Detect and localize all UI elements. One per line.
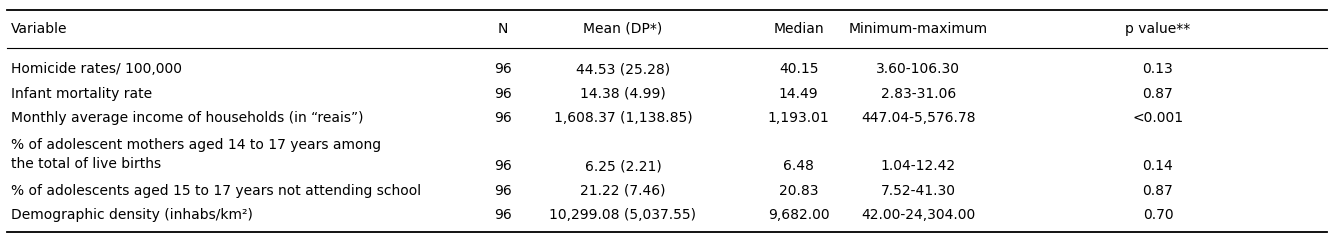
Text: 1.04-12.42: 1.04-12.42 — [881, 159, 956, 174]
Text: 96: 96 — [494, 184, 512, 198]
Text: % of adolescent mothers aged 14 to 17 years among
the total of live births: % of adolescent mothers aged 14 to 17 ye… — [11, 138, 381, 170]
Text: N: N — [498, 22, 508, 36]
Text: 6.25 (2.21): 6.25 (2.21) — [584, 159, 662, 174]
Text: 1,608.37 (1,138.85): 1,608.37 (1,138.85) — [554, 111, 692, 125]
Text: 10,299.08 (5,037.55): 10,299.08 (5,037.55) — [550, 208, 696, 222]
Text: Minimum-maximum: Minimum-maximum — [849, 22, 988, 36]
Text: 42.00-24,304.00: 42.00-24,304.00 — [861, 208, 976, 222]
Text: 44.53 (25.28): 44.53 (25.28) — [576, 62, 669, 76]
Text: 96: 96 — [494, 62, 512, 76]
Text: p value**: p value** — [1125, 22, 1191, 36]
Text: 447.04-5,576.78: 447.04-5,576.78 — [861, 111, 976, 125]
Text: 3.60-106.30: 3.60-106.30 — [876, 62, 961, 76]
Text: Homicide rates/ 100,000: Homicide rates/ 100,000 — [11, 62, 181, 76]
Text: 20.83: 20.83 — [779, 184, 819, 198]
Text: 96: 96 — [494, 87, 512, 101]
Text: 7.52-41.30: 7.52-41.30 — [881, 184, 956, 198]
Text: Monthly average income of households (in “reais”): Monthly average income of households (in… — [11, 111, 363, 125]
Text: 0.13: 0.13 — [1142, 62, 1174, 76]
Text: Infant mortality rate: Infant mortality rate — [11, 87, 152, 101]
Text: <0.001: <0.001 — [1133, 111, 1183, 125]
Text: % of adolescents aged 15 to 17 years not attending school: % of adolescents aged 15 to 17 years not… — [11, 184, 421, 198]
Text: 96: 96 — [494, 111, 512, 125]
Text: Demographic density (inhabs/km²): Demographic density (inhabs/km²) — [11, 208, 253, 222]
Text: 0.70: 0.70 — [1142, 208, 1174, 222]
Text: 14.49: 14.49 — [779, 87, 819, 101]
Text: Median: Median — [773, 22, 824, 36]
Text: 6.48: 6.48 — [783, 159, 815, 174]
Text: Mean (DP*): Mean (DP*) — [583, 22, 663, 36]
Text: 14.38 (4.99): 14.38 (4.99) — [580, 87, 666, 101]
Text: 9,682.00: 9,682.00 — [768, 208, 829, 222]
Text: 40.15: 40.15 — [779, 62, 819, 76]
Text: 0.87: 0.87 — [1142, 184, 1174, 198]
Text: 1,193.01: 1,193.01 — [768, 111, 829, 125]
Text: 2.83-31.06: 2.83-31.06 — [881, 87, 956, 101]
Text: Variable: Variable — [11, 22, 67, 36]
Text: 96: 96 — [494, 208, 512, 222]
Text: 96: 96 — [494, 159, 512, 174]
Text: 0.87: 0.87 — [1142, 87, 1174, 101]
Text: 0.14: 0.14 — [1142, 159, 1174, 174]
Text: 21.22 (7.46): 21.22 (7.46) — [580, 184, 666, 198]
